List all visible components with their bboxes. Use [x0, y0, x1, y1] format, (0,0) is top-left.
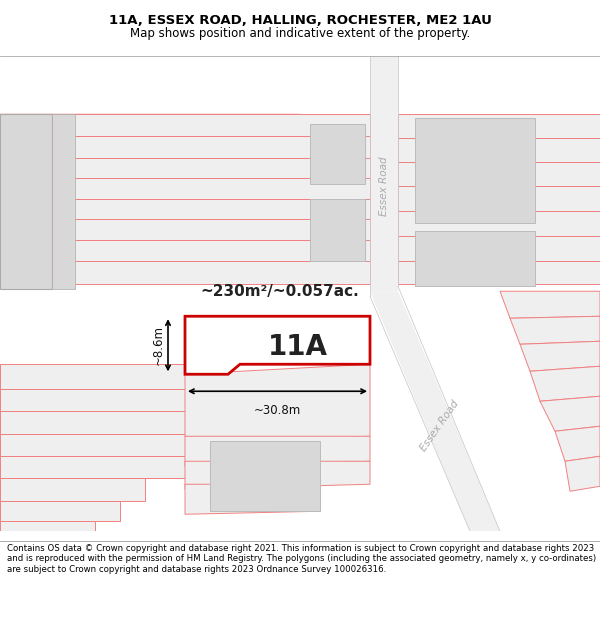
Polygon shape [185, 461, 370, 489]
Bar [0, 114, 52, 289]
Bar [0, 434, 185, 456]
Polygon shape [510, 316, 600, 344]
Bar [52, 261, 370, 284]
Bar [0, 501, 120, 521]
Bar [415, 118, 535, 223]
Text: 11A: 11A [268, 333, 328, 361]
Bar [310, 199, 365, 261]
Bar [0, 118, 55, 288]
Text: ~8.6m: ~8.6m [152, 325, 165, 365]
Polygon shape [540, 396, 600, 431]
Bar [52, 136, 370, 158]
Bar [52, 199, 370, 219]
Bar [398, 114, 600, 138]
Bar [52, 178, 370, 199]
Bar [398, 236, 600, 261]
Text: Essex Road: Essex Road [379, 156, 389, 216]
Bar [398, 186, 600, 211]
Polygon shape [370, 291, 500, 531]
Bar [52, 158, 370, 178]
Bar [398, 138, 600, 162]
Bar [398, 261, 600, 284]
Bar [310, 124, 365, 184]
Bar [210, 441, 320, 511]
Polygon shape [370, 56, 398, 291]
Bar [398, 211, 600, 236]
Polygon shape [565, 456, 600, 491]
Polygon shape [185, 484, 320, 514]
Text: Essex Road: Essex Road [419, 399, 461, 454]
Polygon shape [0, 114, 300, 128]
Bar [0, 478, 145, 501]
Bar [0, 364, 185, 389]
Polygon shape [555, 426, 600, 461]
Text: Contains OS data © Crown copyright and database right 2021. This information is : Contains OS data © Crown copyright and d… [7, 544, 596, 574]
Polygon shape [185, 436, 370, 466]
Bar [398, 162, 600, 186]
Text: ~30.8m: ~30.8m [254, 404, 301, 418]
Text: Map shows position and indicative extent of the property.: Map shows position and indicative extent… [130, 27, 470, 40]
Text: ~230m²/~0.057ac.: ~230m²/~0.057ac. [200, 284, 359, 299]
Bar [0, 456, 185, 478]
Polygon shape [500, 291, 600, 318]
Bar [0, 411, 185, 434]
Polygon shape [185, 316, 370, 374]
Bar [52, 114, 75, 289]
Bar [52, 219, 370, 240]
Bar [415, 231, 535, 286]
Polygon shape [185, 364, 370, 441]
Bar [52, 114, 370, 136]
Polygon shape [530, 366, 600, 401]
Bar [0, 521, 95, 531]
Polygon shape [520, 341, 600, 371]
Bar [0, 389, 185, 411]
Bar [52, 240, 370, 261]
Text: 11A, ESSEX ROAD, HALLING, ROCHESTER, ME2 1AU: 11A, ESSEX ROAD, HALLING, ROCHESTER, ME2… [109, 14, 491, 27]
